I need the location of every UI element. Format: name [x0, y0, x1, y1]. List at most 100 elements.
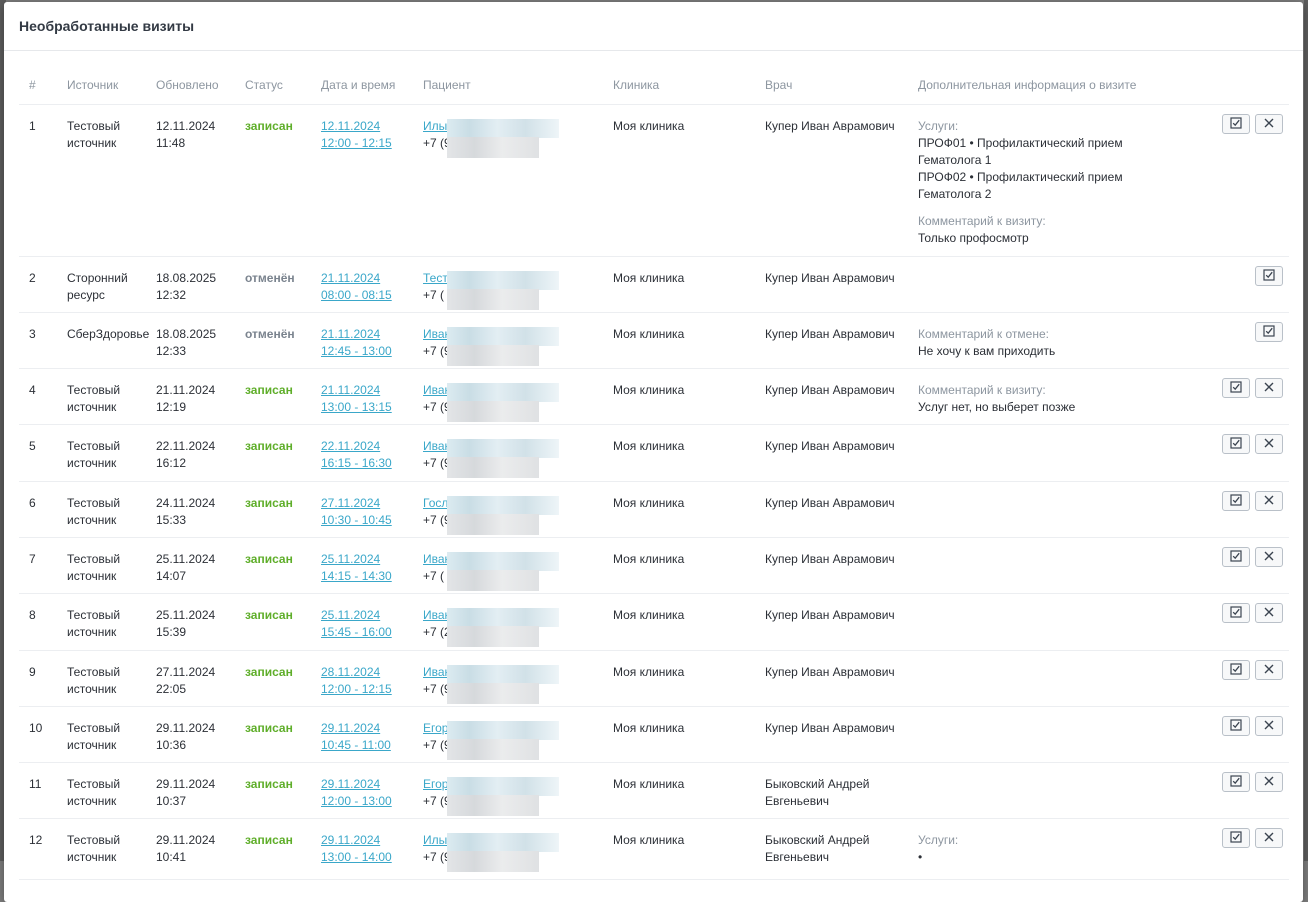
visit-date-link[interactable]: 25.11.2024	[321, 552, 381, 566]
reject-visit-button[interactable]	[1255, 491, 1283, 511]
visit-date-link[interactable]: 12.11.2024	[321, 119, 381, 133]
confirm-visit-button[interactable]	[1222, 434, 1250, 454]
confirm-visit-button[interactable]	[1222, 772, 1250, 792]
visit-time-link[interactable]: 12:45 - 13:00	[321, 344, 392, 358]
patient-name-link[interactable]: Егор	[423, 721, 449, 735]
reject-visit-button[interactable]	[1255, 828, 1283, 848]
updated-time: 12:32	[156, 288, 187, 302]
visit-time-link[interactable]: 12:00 - 12:15	[321, 136, 392, 150]
visit-date-link[interactable]: 29.11.2024	[321, 721, 381, 735]
visit-date-link[interactable]: 25.11.2024	[321, 608, 381, 622]
confirm-visit-button[interactable]	[1222, 660, 1250, 680]
updated-date: 27.11.2024	[156, 665, 216, 679]
row-patient: Илы +7 (9	[423, 832, 593, 872]
reject-visit-button[interactable]	[1255, 716, 1283, 736]
visit-time-link[interactable]: 08:00 - 08:15	[321, 288, 392, 302]
visit-time-link[interactable]: 15:45 - 16:00	[321, 625, 392, 639]
reject-visit-button[interactable]	[1255, 660, 1283, 680]
row-source: СберЗдоровье	[67, 327, 150, 341]
row-source: Тестовый источник	[67, 552, 121, 583]
visit-time-link[interactable]: 14:15 - 14:30	[321, 569, 392, 583]
status-badge: записан	[245, 552, 293, 566]
close-icon	[1263, 606, 1275, 621]
status-badge: записан	[245, 496, 293, 510]
row-info: Комментарий к визиту: Услуг нет, но выбер…	[918, 382, 1188, 416]
patient-phone: +7 (9	[423, 400, 451, 414]
visit-date-link[interactable]: 29.11.2024	[321, 833, 381, 847]
row-patient: Егор +7 (9	[423, 776, 593, 816]
row-actions	[1222, 603, 1283, 623]
patient-phone: +7 (9	[423, 794, 451, 808]
table-row: 3 СберЗдоровье 18.08.2025 12:33 отменён 21.11…	[19, 313, 1289, 369]
visit-time-link[interactable]: 16:15 - 16:30	[321, 456, 392, 470]
row-updated: 29.11.2024 10:36	[156, 720, 215, 754]
row-source: Тестовый источник	[67, 383, 121, 414]
redacted-phone	[447, 570, 539, 591]
confirm-visit-button[interactable]	[1222, 716, 1250, 736]
checkbox-icon	[1230, 718, 1242, 734]
backdrop-left	[0, 0, 6, 861]
info-label: Комментарий к визиту:	[918, 214, 1046, 228]
reject-visit-button[interactable]	[1255, 114, 1283, 134]
redacted-phone	[447, 345, 539, 366]
row-actions	[1222, 434, 1283, 454]
visit-date-link[interactable]: 28.11.2024	[321, 665, 381, 679]
confirm-visit-button[interactable]	[1222, 114, 1250, 134]
visit-date-link[interactable]: 22.11.2024	[321, 439, 381, 453]
visit-time-link[interactable]: 10:45 - 11:00	[321, 738, 391, 752]
confirm-visit-button[interactable]	[1222, 547, 1250, 567]
row-clinic: Моя клиника	[613, 721, 685, 735]
patient-name-link[interactable]: Тест	[423, 271, 448, 285]
patient-name-link[interactable]: Иван	[423, 383, 452, 397]
reject-visit-button[interactable]	[1255, 378, 1283, 398]
updated-time: 10:37	[156, 794, 187, 808]
patient-name-link[interactable]: Илы	[423, 119, 448, 133]
patient-name-link[interactable]: Иван	[423, 665, 452, 679]
checkbox-icon	[1263, 324, 1275, 340]
status-badge: записан	[245, 665, 293, 679]
row-patient: Иван +7 (9	[423, 664, 593, 704]
patient-name-link[interactable]: Иван	[423, 439, 452, 453]
updated-time: 15:33	[156, 513, 187, 527]
reject-visit-button[interactable]	[1255, 434, 1283, 454]
visit-date-link[interactable]: 29.11.2024	[321, 777, 381, 791]
confirm-visit-button[interactable]	[1255, 266, 1283, 286]
reject-visit-button[interactable]	[1255, 603, 1283, 623]
confirm-visit-button[interactable]	[1222, 828, 1250, 848]
visit-date-link[interactable]: 21.11.2024	[321, 271, 381, 285]
confirm-visit-button[interactable]	[1255, 322, 1283, 342]
row-actions	[1222, 660, 1283, 680]
redacted-phone	[447, 514, 539, 535]
visit-time-link[interactable]: 12:00 - 13:00	[321, 794, 392, 808]
visit-time-link[interactable]: 10:30 - 10:45	[321, 513, 392, 527]
reject-visit-button[interactable]	[1255, 772, 1283, 792]
checkbox-icon	[1230, 830, 1242, 846]
row-patient: Иван +7 (9	[423, 438, 593, 478]
patient-name-link[interactable]: Егор	[423, 777, 449, 791]
reject-visit-button[interactable]	[1255, 547, 1283, 567]
visit-time-link[interactable]: 13:00 - 14:00	[321, 850, 392, 864]
row-patient: Иван +7 (	[423, 551, 593, 591]
row-updated: 21.11.2024 12:19	[156, 382, 215, 416]
table-row: 12 Тестовый источник 29.11.2024 10:41 записа…	[19, 819, 1289, 880]
visit-date-link[interactable]: 21.11.2024	[321, 383, 381, 397]
row-clinic: Моя клиника	[613, 496, 685, 510]
row-number: 6	[29, 496, 36, 510]
redacted-phone	[447, 457, 539, 478]
visit-date-link[interactable]: 27.11.2024	[321, 496, 381, 510]
visit-time-link[interactable]: 12:00 - 12:15	[321, 682, 392, 696]
confirm-visit-button[interactable]	[1222, 378, 1250, 398]
status-badge: записан	[245, 439, 293, 453]
patient-name-link[interactable]: Илы	[423, 833, 448, 847]
patient-name-link[interactable]: Иван	[423, 552, 452, 566]
patient-name-link[interactable]: Госл	[423, 496, 449, 510]
visit-date-link[interactable]: 21.11.2024	[321, 327, 381, 341]
patient-name-link[interactable]: Иван	[423, 608, 452, 622]
row-patient: Госл +7 (9	[423, 495, 593, 535]
visit-time-link[interactable]: 13:00 - 13:15	[321, 400, 392, 414]
row-updated: 12.11.2024 11:48	[156, 118, 215, 152]
confirm-visit-button[interactable]	[1222, 603, 1250, 623]
row-patient: Иван +7 (9	[423, 326, 593, 366]
patient-name-link[interactable]: Иван	[423, 327, 452, 341]
confirm-visit-button[interactable]	[1222, 491, 1250, 511]
